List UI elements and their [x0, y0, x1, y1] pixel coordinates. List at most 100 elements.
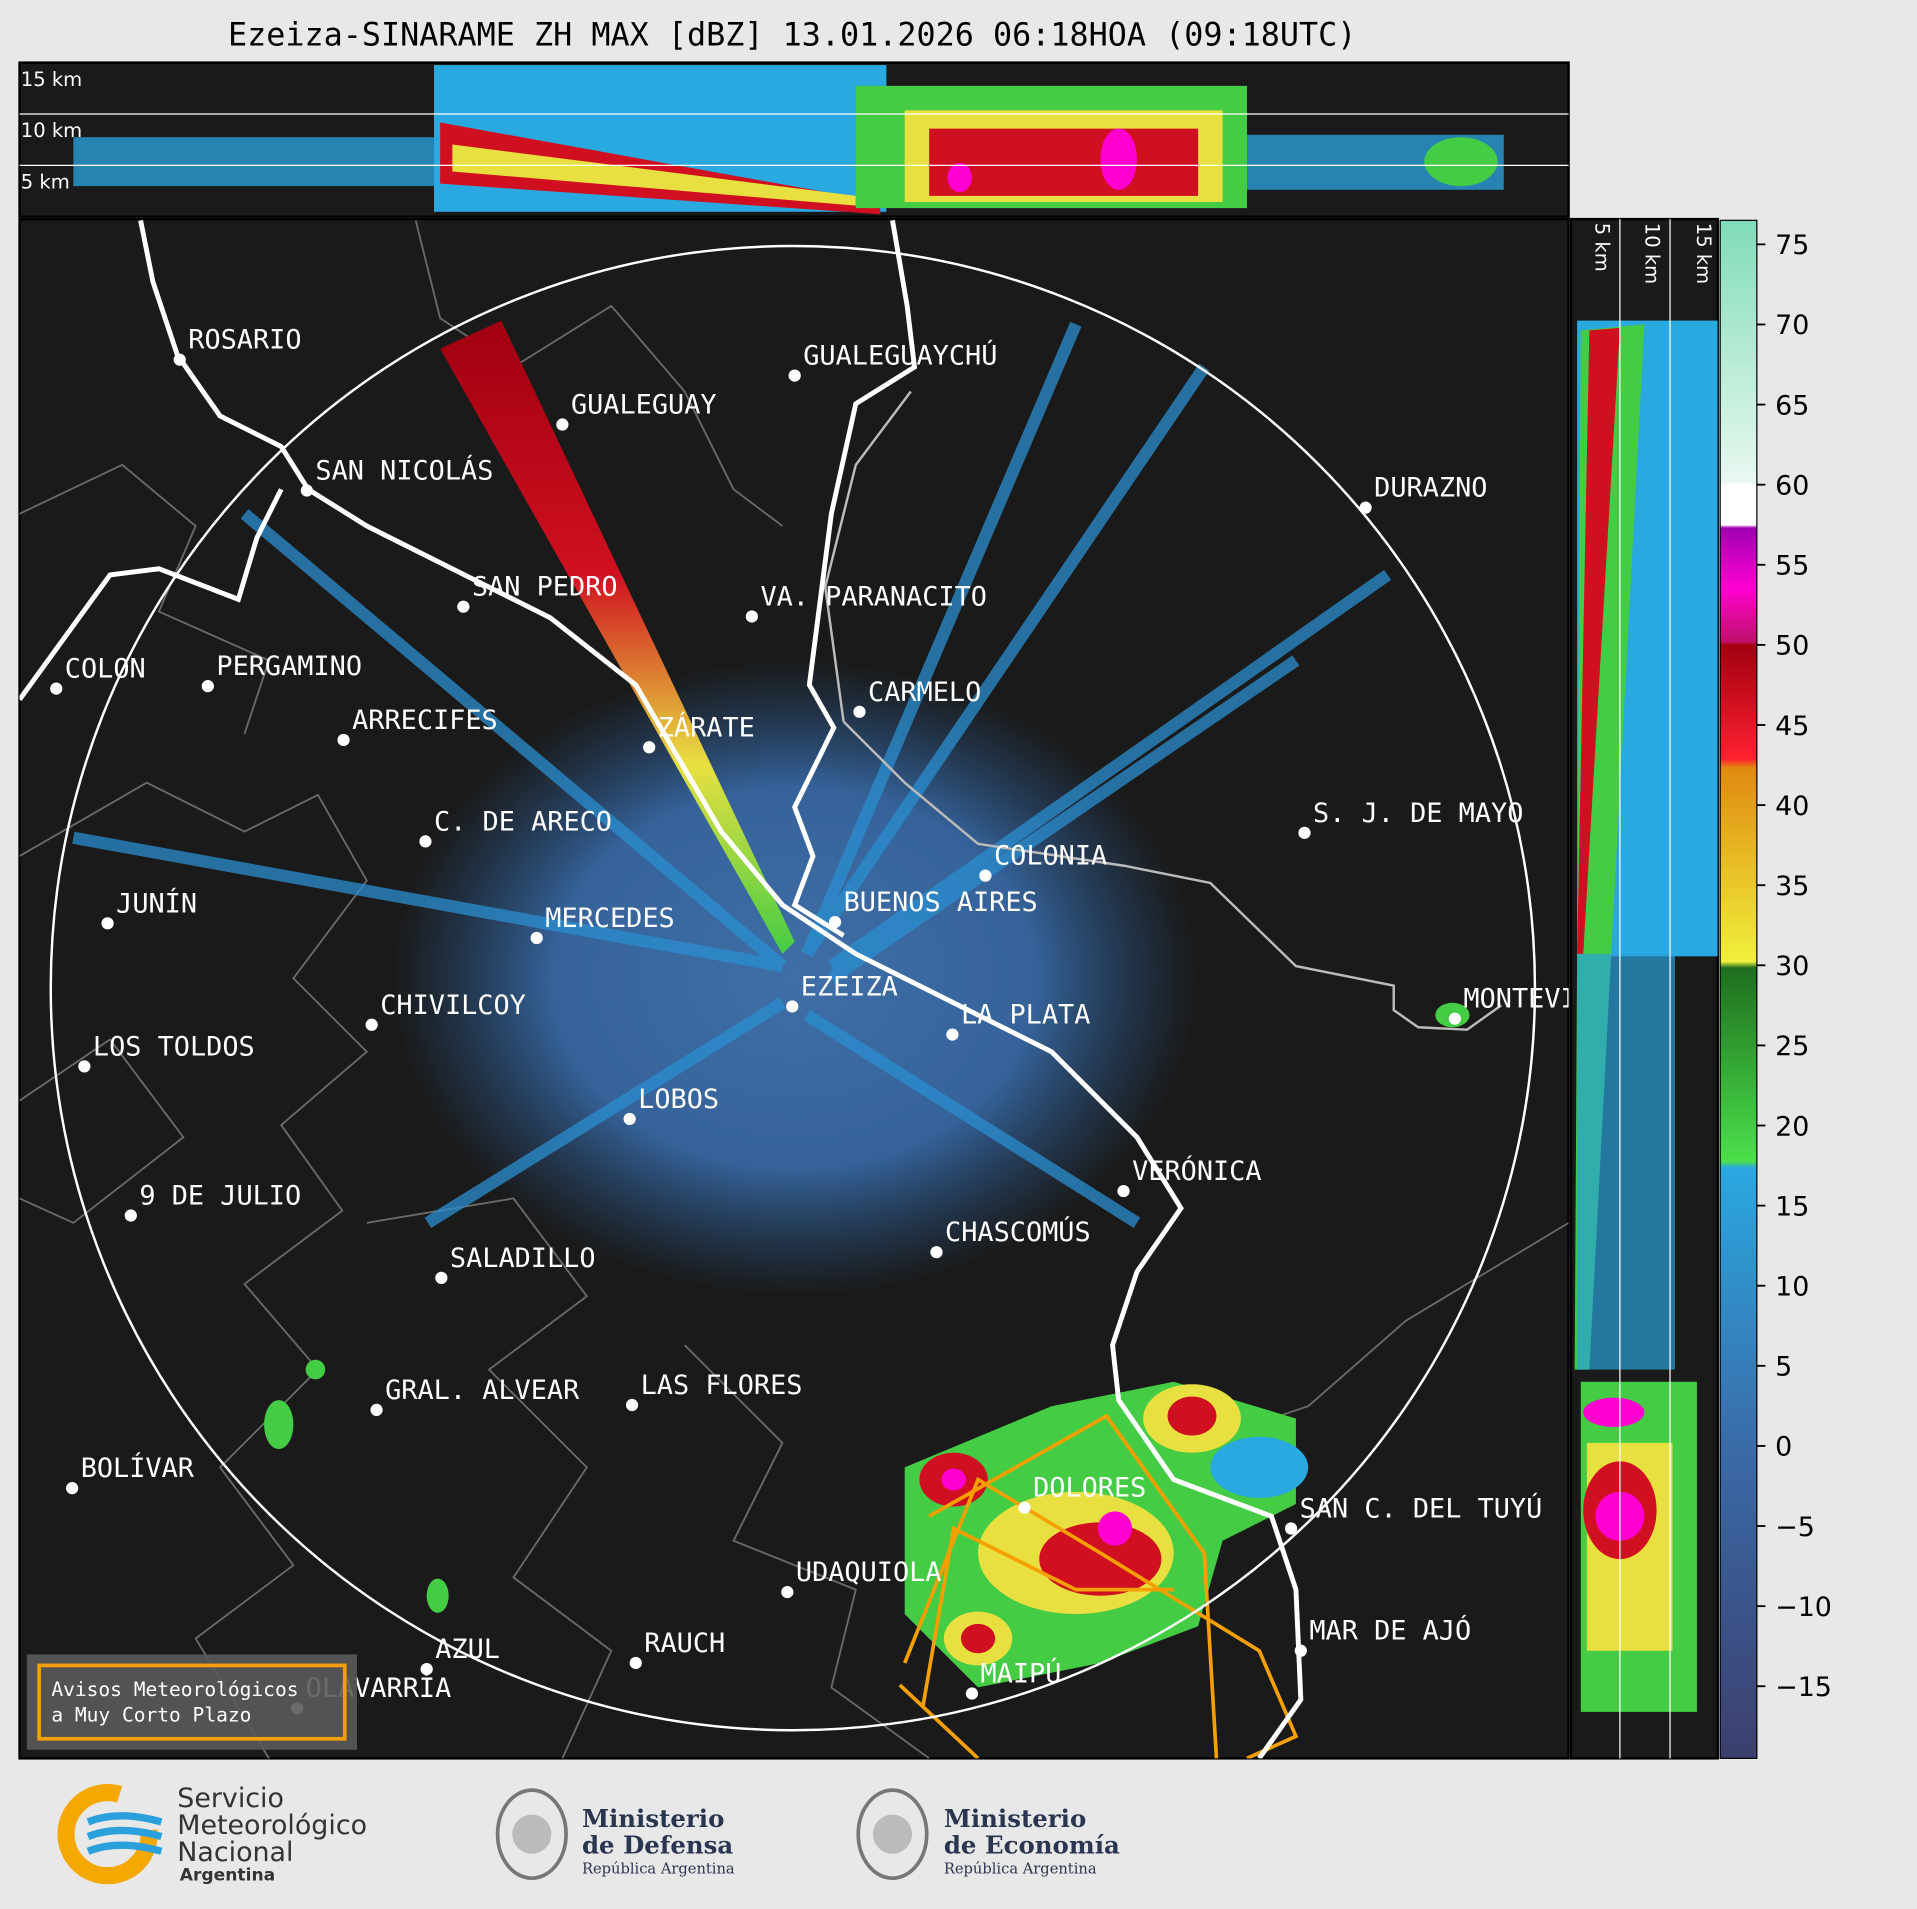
city-dot [201, 680, 214, 693]
city-label: BUENOS AIRES [844, 887, 1038, 918]
city-label: VERÓNICA [1132, 1155, 1261, 1187]
city-label: LA PLATA [961, 1000, 1090, 1031]
city-label: SALADILLO [450, 1243, 596, 1274]
city-label: COLONIA [994, 841, 1107, 872]
range-ring [49, 244, 1537, 1732]
city-label: LOBOS [638, 1084, 719, 1115]
city-label: ARRECIFES [352, 705, 498, 736]
colorbar-tick-label: 0 [1775, 1432, 1792, 1463]
city-dot [370, 1403, 383, 1417]
height-label: 15 km [21, 68, 82, 91]
colorbar-tick-label: 25 [1775, 1031, 1809, 1062]
city-label: MAR DE AJÓ [1309, 1615, 1471, 1647]
city-dot [435, 1271, 448, 1284]
city-label: COLON [65, 654, 146, 685]
colorbar-tick-label: 5 [1775, 1352, 1792, 1383]
city-label: CHASCOMÚS [945, 1216, 1091, 1248]
side-echo [1574, 320, 1718, 1712]
colorbar-tick-label: 60 [1775, 470, 1809, 501]
city-dot [420, 1662, 433, 1676]
colorbar-tick-label: 70 [1775, 310, 1809, 341]
logo-text: Servicio [177, 1783, 284, 1814]
city-dot [965, 1687, 979, 1700]
city-label: VA. PARANACITO [760, 581, 987, 612]
colorbar-tick-label: 40 [1775, 791, 1809, 822]
city-label: EZEIZA [801, 971, 898, 1002]
storm-cluster [904, 1381, 1309, 1688]
city-dot [530, 931, 543, 945]
legend-text: a Muy Corto Plazo [51, 1704, 251, 1727]
city-dot [1294, 1644, 1307, 1657]
city-dot [853, 705, 866, 718]
city-label: LOS TOLDOS [93, 1031, 255, 1062]
city-dot [629, 1656, 642, 1670]
colorbar-tick-label: 45 [1775, 711, 1809, 742]
city-label: CHIVILCOY [380, 990, 526, 1021]
coastline [19, 219, 1304, 1759]
city-label: RAUCH [644, 1628, 725, 1659]
colorbar-tick-label: 20 [1775, 1111, 1809, 1142]
colorbar-tick-label: −15 [1775, 1672, 1832, 1703]
city-dot [788, 369, 801, 382]
city-label: DOLORES [1033, 1473, 1146, 1504]
city-label: SAN NICOLÁS [315, 455, 493, 487]
colorbar-tick-label: 15 [1775, 1191, 1809, 1222]
city-label: C. DE ARECO [434, 806, 612, 837]
city-dot [1298, 826, 1311, 839]
city-label: BOLÍVAR [81, 1452, 195, 1484]
colorbar-tick-label: 30 [1775, 951, 1809, 982]
city-label: MERCEDES [545, 903, 674, 934]
city-label: DURAZNO [1374, 473, 1487, 504]
city-label: 9 DE JULIO [139, 1181, 301, 1212]
colorbar-tick-label: 50 [1775, 631, 1809, 662]
colorbar-tick-label: 55 [1775, 551, 1809, 582]
city-dot [50, 682, 63, 695]
city-dot [556, 418, 569, 431]
city-label: GUALEGUAY [571, 390, 717, 421]
city-dot [786, 1000, 799, 1013]
city-dot [946, 1028, 959, 1041]
echo-rays [72, 321, 1392, 1229]
city-dot [1018, 1501, 1031, 1514]
legend-box [26, 1654, 357, 1750]
city-dot [1448, 1012, 1461, 1025]
logo-text: Argentina [180, 1866, 275, 1886]
uruguay-coast [823, 390, 1503, 1031]
city-label: MONTEVIDEO [1463, 984, 1625, 1015]
colorbar [1719, 219, 1758, 1759]
smn-logo: Servicio Meteorológico Nacional Argentin… [57, 1783, 367, 1886]
city-dot [457, 600, 470, 613]
legend-swatch [37, 1663, 347, 1741]
city-dot [828, 915, 842, 929]
city-label: SAN C. DEL TUYÚ [1300, 1492, 1543, 1524]
city-label: GRAL. ALVEAR [385, 1375, 580, 1406]
height-label: 5 km [21, 171, 70, 194]
defensa-logo: Ministerio de Defensa República Argentin… [495, 1788, 735, 1880]
city-label: PERGAMINO [216, 651, 362, 682]
city-dot [1359, 501, 1372, 514]
city-dot [1284, 1522, 1298, 1535]
colorbar-tick-label: −5 [1775, 1512, 1815, 1543]
colorbar-tick-label: 75 [1775, 230, 1809, 261]
logo-text: Ministerio [944, 1804, 1086, 1833]
city-label: SAN PEDRO [472, 572, 618, 603]
map-layer: ROSARIO GUALEGUAY GUALEGUAYCHÚ SAN NICOLÁS D… [19, 219, 1625, 1759]
legend-text: Avisos Meteorológicos [51, 1678, 298, 1701]
logo-text: Ministerio [582, 1804, 724, 1833]
top-echo [73, 65, 1504, 215]
city-dot [78, 1060, 91, 1073]
city-label: JUNÍN [116, 887, 197, 919]
cities: ROSARIO GUALEGUAY GUALEGUAYCHÚ SAN NICOLÁS D… [50, 325, 1625, 1715]
logo-text: Meteorológico [177, 1810, 367, 1841]
city-dot [173, 353, 186, 366]
echo-clutter [391, 660, 1199, 1297]
logo-text: República Argentina [944, 1860, 1097, 1877]
warning-polygons [898, 1413, 1299, 1759]
city-label: MAIPÚ [981, 1658, 1062, 1690]
logo-text: de Defensa [582, 1831, 733, 1860]
city-label: ZÁRATE [658, 711, 755, 743]
city-dot [101, 917, 114, 930]
